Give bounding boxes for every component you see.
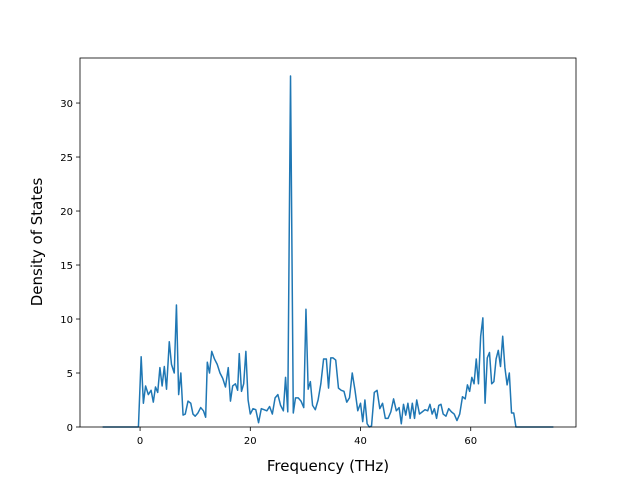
y-axis-label: Density of States: [28, 178, 46, 307]
x-tick-label: 60: [464, 436, 477, 447]
y-tick-label: 0: [67, 423, 73, 434]
x-tick-label: 40: [354, 436, 367, 447]
y-tick-label: 5: [67, 369, 73, 380]
y-tick-label: 30: [60, 99, 73, 110]
x-axis-label: Frequency (THz): [267, 457, 389, 475]
y-tick-label: 10: [60, 315, 73, 326]
x-tick-label: 20: [244, 436, 257, 447]
line: [102, 75, 554, 428]
y-tick-label: 20: [60, 207, 73, 218]
y-tick-label: 25: [60, 153, 73, 164]
y-tick-label: 15: [60, 261, 73, 272]
x-tick-label: 0: [137, 436, 143, 447]
plot-frame: [79, 57, 577, 428]
